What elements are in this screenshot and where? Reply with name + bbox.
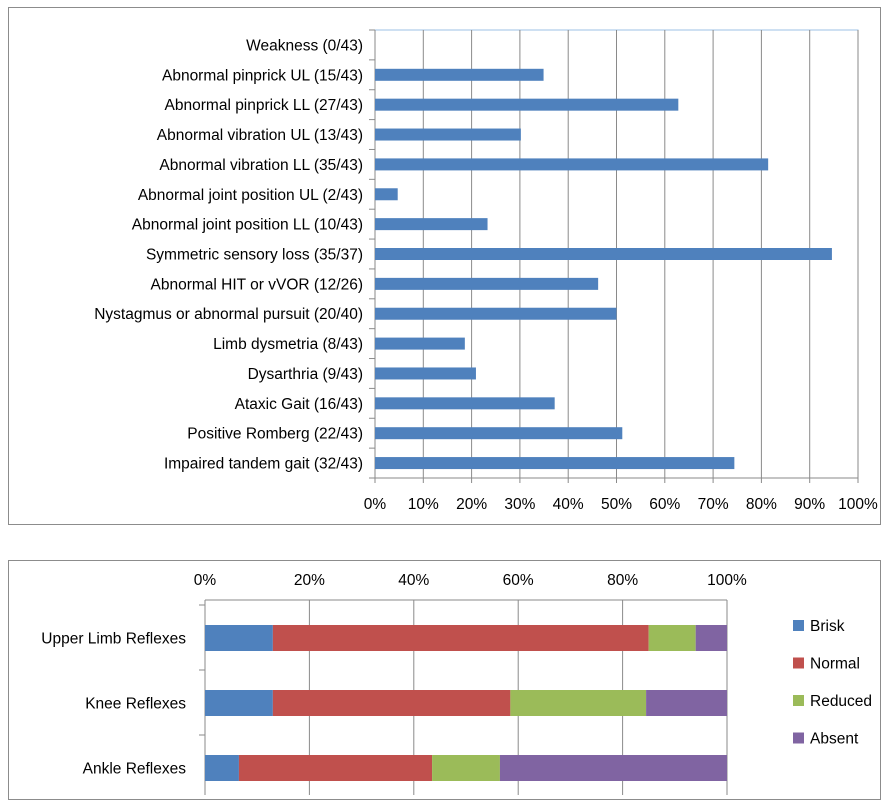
bar: [375, 248, 832, 260]
category-label: Weakness (0/43): [246, 37, 363, 54]
x-tick-label: 20%: [456, 496, 487, 513]
legend-label-reduced: Reduced: [810, 693, 872, 710]
legend-label-brisk: Brisk: [810, 618, 845, 635]
x-tick-label: 80%: [746, 496, 777, 513]
category-label: Symmetric sensory loss (35/37): [146, 247, 363, 264]
bar: [375, 427, 623, 440]
legend-swatch-normal: [793, 657, 804, 669]
category-label: Abnormal joint position UL (2/43): [138, 187, 363, 204]
bar-segment-brisk: [205, 690, 273, 716]
x-tick-label: 0%: [194, 572, 217, 589]
bar-segment-absent: [499, 755, 727, 781]
category-label: Abnormal vibration UL (13/43): [157, 127, 363, 144]
bar-segment-normal: [238, 755, 433, 781]
x-tick-label: 70%: [698, 496, 729, 513]
x-tick-label: 60%: [503, 572, 534, 589]
bar: [375, 307, 617, 320]
category-label: Abnormal pinprick UL (15/43): [162, 67, 363, 84]
bar-segment-reduced: [432, 755, 500, 781]
category-label: Abnormal vibration LL (35/43): [159, 157, 363, 174]
x-tick-label: 0%: [364, 496, 387, 513]
bar: [375, 68, 544, 81]
bar: [375, 337, 465, 350]
x-tick-label: 100%: [707, 572, 747, 589]
bar-segment-normal: [272, 625, 649, 651]
bar-segment-reduced: [510, 690, 647, 716]
legend-swatch-absent: [793, 732, 804, 744]
bar-segment-absent: [695, 625, 727, 651]
bar: [375, 128, 521, 141]
bar: [375, 397, 555, 410]
bar-segment-brisk: [205, 625, 273, 651]
legend-label-absent: Absent: [810, 731, 859, 748]
x-tick-label: 90%: [794, 496, 825, 513]
category-label: Abnormal joint position LL (10/43): [132, 217, 363, 234]
x-tick-label: 40%: [553, 496, 584, 513]
bar: [375, 457, 735, 470]
x-tick-label: 30%: [504, 496, 535, 513]
x-tick-label: 80%: [607, 572, 638, 589]
bar: [375, 158, 769, 171]
bar: [375, 277, 599, 290]
legend-label-normal: Normal: [810, 656, 860, 673]
x-tick-label: 40%: [398, 572, 429, 589]
category-label: Ataxic Gait (16/43): [235, 396, 363, 413]
x-tick-label: 20%: [294, 572, 325, 589]
bar-segment-reduced: [648, 625, 696, 651]
bar-segment-absent: [646, 690, 727, 716]
category-label: Abnormal pinprick LL (27/43): [165, 97, 363, 114]
chart-1-svg: 0% 10% 20% 30% 40% 50% 60% 70% 80% 90% 100% Weaknes…: [94, 29, 878, 513]
bar: [375, 188, 398, 201]
bar: [375, 98, 679, 111]
category-label: Limb dysmetria (8/43): [213, 336, 363, 353]
category-label: Nystagmus or abnormal pursuit (20/40): [94, 306, 363, 323]
legend-swatch-reduced: [793, 695, 804, 706]
x-tick-label: 50%: [601, 496, 632, 513]
x-tick-label: 10%: [408, 496, 439, 513]
x-tick-label: 100%: [838, 496, 878, 513]
bar-segment-normal: [272, 690, 511, 716]
category-label: Positive Romberg (22/43): [187, 426, 363, 443]
category-label: Upper Limb Reflexes: [41, 631, 186, 648]
x-tick-label: 60%: [649, 496, 680, 513]
category-label: Impaired tandem gait (32/43): [164, 456, 363, 473]
bar-segment-brisk: [205, 755, 239, 781]
bar: [375, 218, 488, 231]
category-label: Knee Reflexes: [85, 696, 186, 713]
category-label: Abnormal HIT or vVOR (12/26): [151, 276, 363, 293]
bar: [375, 367, 476, 380]
category-label: Dysarthria (9/43): [248, 366, 363, 383]
legend-swatch-brisk: [793, 620, 804, 631]
category-label: Ankle Reflexes: [83, 761, 187, 778]
